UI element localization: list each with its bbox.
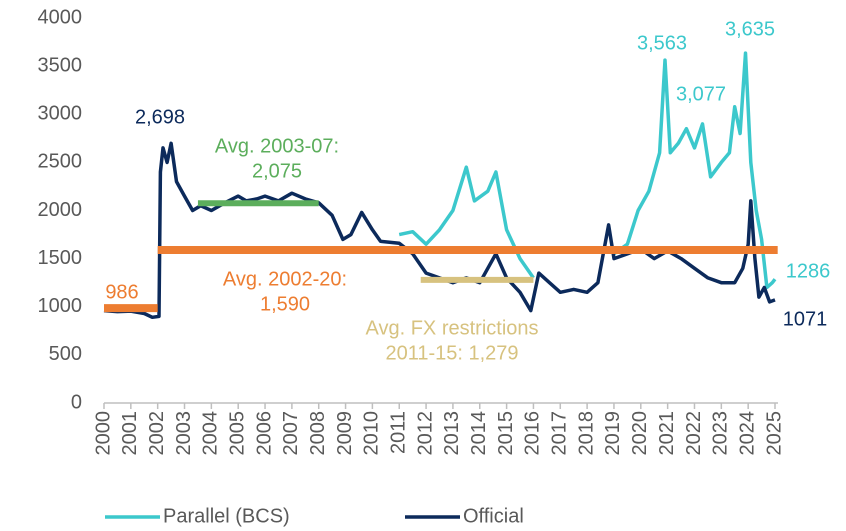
x-tick-label: 2001 xyxy=(119,411,141,456)
x-tick-label: 2002 xyxy=(146,411,168,456)
x-tick-label: 2018 xyxy=(575,411,597,456)
average-label: 986 xyxy=(105,281,138,303)
x-tick-label: 2024 xyxy=(736,411,758,456)
y-tick-label: 3500 xyxy=(38,54,83,76)
x-tick-label: 2008 xyxy=(307,411,329,456)
x-tick-label: 2016 xyxy=(522,411,544,456)
x-tick-label: 2015 xyxy=(495,411,517,456)
x-tick-label: 2025 xyxy=(763,411,785,456)
series-line xyxy=(103,141,776,320)
x-tick-label: 2023 xyxy=(710,411,732,456)
x-tick-label: 2007 xyxy=(280,411,302,456)
x-tick-label: 2006 xyxy=(253,411,275,456)
x-tick-label: 2011 xyxy=(388,411,410,454)
y-tick-label: 2000 xyxy=(38,199,83,221)
average-label: Avg. 2003-07: xyxy=(215,135,339,157)
x-tick-label: 2004 xyxy=(200,411,222,456)
x-tick-label: 2019 xyxy=(602,411,624,456)
y-tick-label: 500 xyxy=(49,343,82,365)
point-label: 1071 xyxy=(783,308,828,330)
average-label: 2011-15: 1,279 xyxy=(385,342,518,364)
legend-label: Official xyxy=(463,505,524,527)
x-tick-label: 2022 xyxy=(683,411,705,456)
x-tick-label: 2000 xyxy=(92,411,114,456)
x-tick-label: 2010 xyxy=(361,411,383,456)
y-tick-label: 2500 xyxy=(38,151,83,173)
y-tick-label: 1500 xyxy=(38,247,83,269)
x-tick-label: 2009 xyxy=(334,411,356,456)
x-tick-label: 2014 xyxy=(468,411,490,456)
x-tick-label: 2020 xyxy=(629,411,651,456)
legend-label: Parallel (BCS) xyxy=(163,505,290,527)
x-tick-label: 2012 xyxy=(414,411,436,456)
average-label: Avg. FX restrictions xyxy=(365,317,538,339)
average-label: 2,075 xyxy=(252,160,302,182)
y-tick-label: 4000 xyxy=(38,6,83,28)
point-label: 3,635 xyxy=(725,18,775,40)
x-tick-label: 2021 xyxy=(656,411,678,456)
x-tick-label: 2013 xyxy=(441,411,463,456)
point-label: 1286 xyxy=(786,260,831,282)
average-label: Avg. 2002-20: xyxy=(223,268,347,290)
x-tick-label: 2017 xyxy=(549,411,571,456)
y-tick-label: 1000 xyxy=(38,295,83,317)
series-line xyxy=(398,51,777,290)
point-label: 2,698 xyxy=(135,106,185,128)
average-label: 1,590 xyxy=(260,293,310,315)
point-label: 3,563 xyxy=(637,32,687,54)
x-tick-label: 2003 xyxy=(173,411,195,456)
y-tick-label: 3000 xyxy=(38,103,83,125)
x-tick-label: 2005 xyxy=(226,411,248,456)
y-tick-label: 0 xyxy=(71,391,82,413)
point-label: 3,077 xyxy=(676,83,726,105)
